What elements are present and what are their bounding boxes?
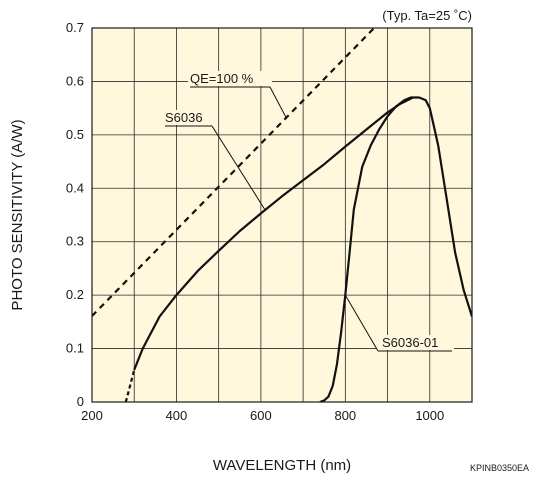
y-tick-label: 0.2 [66, 287, 84, 302]
plot-frame [91, 27, 473, 403]
x-axis-title: WAVELENGTH (nm) [213, 457, 351, 474]
x-tick-label: 600 [250, 408, 272, 423]
grid-lines [92, 28, 472, 402]
tick-labels: 200 400 600 800 1000 0 0.1 0.2 0.3 0.4 0.5 0.6 0.7 [66, 20, 444, 423]
annotation-qe-100: QE=100 % [190, 71, 254, 86]
annotation-leader-qe-100 [269, 86, 287, 118]
x-tick-label: 1000 [415, 408, 444, 423]
annotation-bg-s6036 [163, 110, 214, 125]
series-layer [92, 28, 472, 402]
annotation-bg-qe-100 [188, 71, 272, 86]
y-tick-label: 0.1 [66, 341, 84, 356]
x-tick-label: 400 [166, 408, 188, 423]
y-tick-label: 0.7 [66, 20, 84, 35]
y-tick-label: 0.4 [66, 180, 84, 195]
figure-code: KPINB0350EA [470, 463, 529, 473]
condition-label: (Typ. Ta=25 ˚C) [382, 8, 472, 23]
series-s6036 [133, 96, 472, 371]
y-tick-label: 0 [77, 394, 84, 409]
annotation-s6036: S6036 [165, 110, 203, 125]
y-axis-title: PHOTO SENSITIVITY (A/W) [9, 119, 26, 310]
series-s6036-tail [124, 369, 136, 402]
x-tick-label: 800 [334, 408, 356, 423]
annotation-s6036-01: S6036-01 [382, 335, 438, 350]
annotation-bg-s6036-01 [376, 335, 454, 350]
series-s6036-01 [319, 96, 413, 402]
x-tick-label: 200 [81, 408, 103, 423]
y-tick-label: 0.3 [66, 234, 84, 249]
annotation-leader-s6036 [211, 125, 266, 211]
annotation-leader-s6036-01 [344, 294, 379, 352]
annotation-layer: QE=100 % S6036 S6036-01 [163, 71, 454, 352]
series-qe-100 [92, 28, 376, 317]
y-tick-label: 0.5 [66, 127, 84, 142]
y-tick-label: 0.6 [66, 73, 84, 88]
